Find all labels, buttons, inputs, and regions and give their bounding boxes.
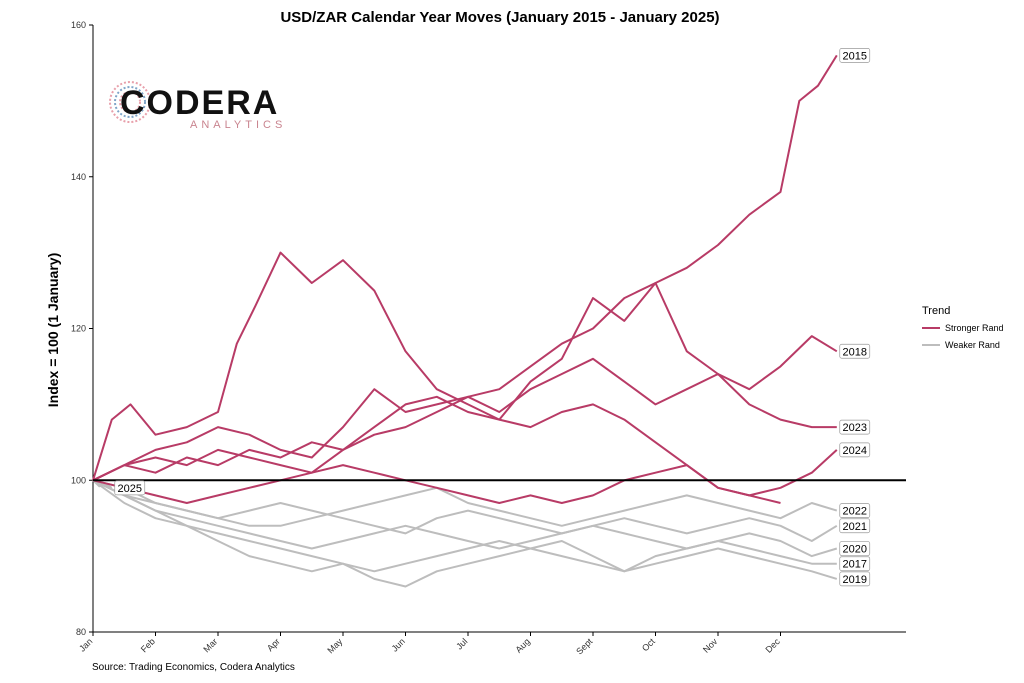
- y-tick-label: 100: [71, 475, 86, 485]
- svg-text:2022: 2022: [843, 506, 867, 518]
- legend-title: Trend: [922, 305, 950, 317]
- end-label-2021: 2021: [839, 518, 871, 534]
- svg-text:2021: 2021: [843, 521, 867, 533]
- svg-text:2020: 2020: [843, 544, 867, 556]
- x-tick-label: Apr: [265, 636, 282, 653]
- legend-label-weaker: Weaker Rand: [945, 340, 1000, 350]
- end-label-2015: 2015: [839, 47, 871, 63]
- end-label-2024: 2024: [839, 442, 871, 458]
- y-axis-label: Index = 100 (1 January): [45, 253, 61, 407]
- series-line-2025: [92, 479, 113, 489]
- legend: Trend Stronger Rand Weaker Rand: [922, 305, 1004, 350]
- series-layer: [92, 54, 906, 588]
- svg-text:2024: 2024: [843, 445, 867, 457]
- x-tick-label: Mar: [201, 636, 219, 654]
- x-tick-label: Jun: [390, 636, 407, 653]
- series-line-2021: [92, 479, 838, 542]
- end-label-2018: 2018: [839, 343, 871, 359]
- series-line-2024: [92, 448, 838, 504]
- chart-title: USD/ZAR Calendar Year Moves (January 201…: [280, 9, 719, 26]
- end-label-2023: 2023: [839, 419, 871, 435]
- x-tick-label: Jan: [77, 636, 94, 653]
- x-tick-label: Dec: [764, 636, 783, 655]
- series-line-2016: [92, 251, 781, 504]
- svg-text:2018: 2018: [843, 346, 867, 358]
- series-line-2023: [92, 357, 837, 482]
- series-line-2019: [92, 479, 838, 588]
- svg-text:2015: 2015: [843, 50, 867, 62]
- end-label-2017: 2017: [839, 556, 871, 572]
- y-tick-label: 80: [76, 627, 86, 637]
- y-tick-label: 160: [71, 20, 86, 30]
- x-tick-label: Sept: [574, 636, 595, 657]
- legend-label-stronger: Stronger Rand: [945, 323, 1004, 333]
- series-line-2017: [92, 479, 837, 573]
- x-tick-label: Aug: [514, 636, 532, 654]
- end-label-2019: 2019: [839, 571, 871, 587]
- svg-text:2019: 2019: [843, 574, 867, 586]
- x-tick-label: Nov: [701, 636, 720, 655]
- x-tick-label: May: [325, 636, 344, 655]
- svg-text:2017: 2017: [843, 559, 867, 571]
- end-label-2025: 2025: [114, 480, 146, 496]
- svg-text:2025: 2025: [118, 483, 142, 495]
- codera-logo: CODERA ANALYTICS: [109, 81, 286, 131]
- end-label-2020: 2020: [839, 541, 871, 556]
- x-tick-label: Jul: [454, 636, 469, 651]
- logo-mark-icon: [109, 81, 151, 123]
- y-tick-label: 120: [71, 324, 86, 334]
- end-labels-layer: 2015 2018 2023 2024 2022 2021 2020 2017 2019 2025: [114, 47, 871, 587]
- x-tick-label: Oct: [640, 636, 657, 653]
- y-tick-label: 140: [71, 172, 86, 182]
- x-tick-label: Feb: [139, 636, 157, 654]
- series-line-2015: [92, 54, 838, 482]
- end-label-2022: 2022: [839, 503, 871, 518]
- logo-name: CODERA: [120, 84, 279, 122]
- logo-sub: ANALYTICS: [190, 119, 286, 131]
- source-caption: Source: Trading Economics, Codera Analyt…: [92, 662, 295, 673]
- series-line-2020: [92, 479, 838, 558]
- series-line-2018: [92, 282, 838, 504]
- svg-text:2023: 2023: [843, 422, 867, 434]
- series-line-2022: [92, 479, 838, 527]
